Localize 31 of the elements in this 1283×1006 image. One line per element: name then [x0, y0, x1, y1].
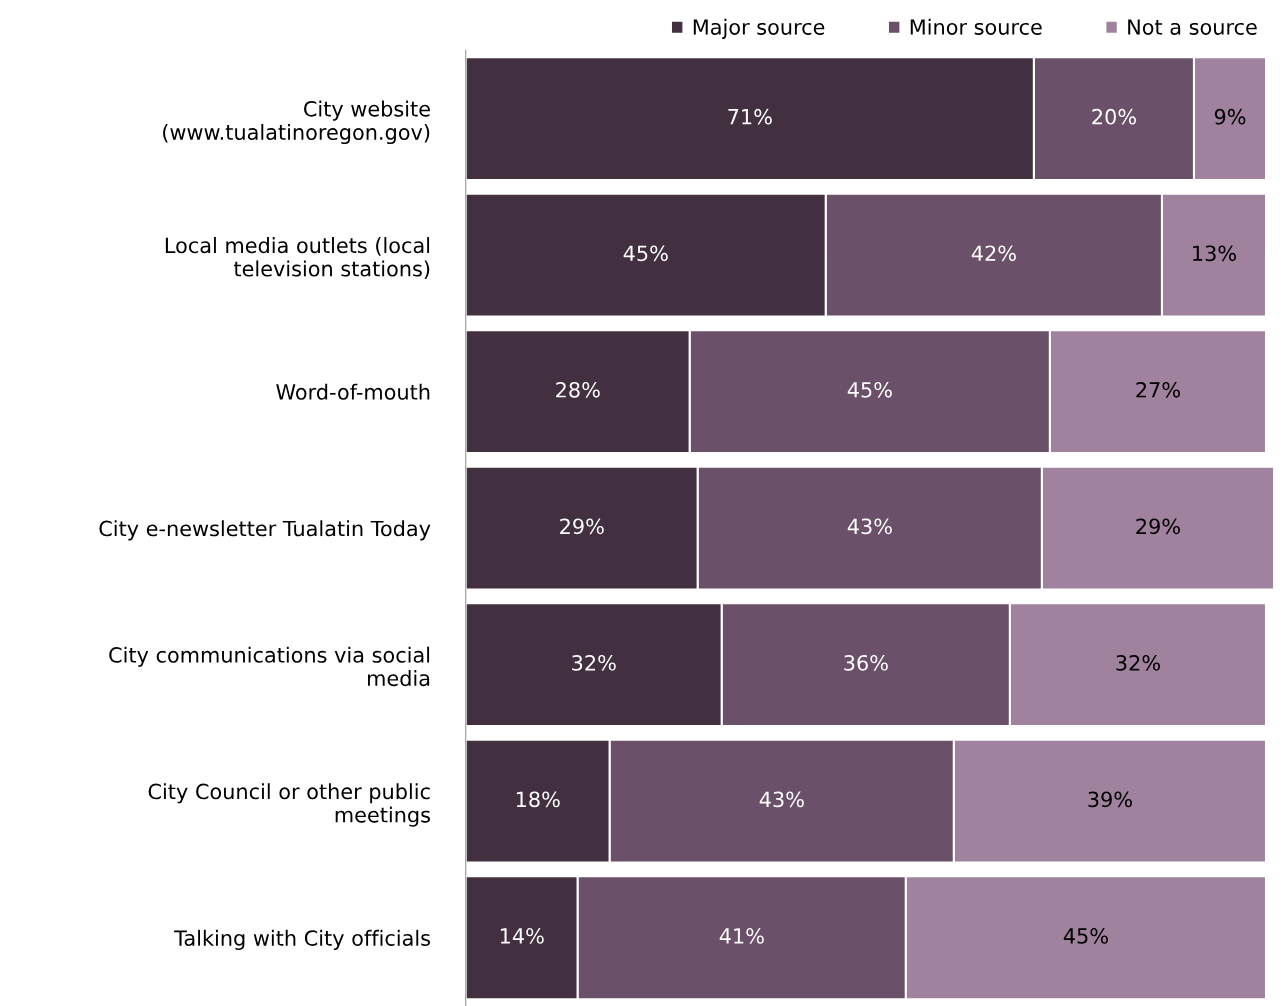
data-label: 45%: [623, 245, 668, 262]
legend-label: Not a source: [1128, 19, 1257, 35]
data-label: 29%: [560, 518, 604, 535]
data-label: 27%: [1136, 381, 1180, 398]
y-tick-label: Local media outlets (local television stations): [165, 237, 430, 279]
legend-label: Minor source: [910, 18, 1042, 35]
data-label: 43%: [847, 518, 892, 535]
data-label: 42%: [971, 245, 1016, 262]
data-label: 71%: [728, 108, 772, 125]
data-label: 32%: [1116, 654, 1160, 671]
data-label: 9%: [1214, 108, 1246, 125]
data-label: 29%: [1136, 518, 1180, 535]
data-label: 43%: [759, 791, 804, 808]
y-tick-label: Talking with City officials: [174, 929, 430, 950]
legend-label: Major source: [693, 18, 825, 39]
data-label: 32%: [572, 654, 616, 671]
data-label: 36%: [844, 654, 888, 671]
data-label: 18%: [516, 791, 560, 808]
y-tick-label: City e-newsletter Tualatin Today: [99, 520, 431, 541]
y-tick-label: City communications via social media: [109, 646, 430, 687]
y-tick-label: City website (www.tualatinoregon.gov): [163, 100, 430, 145]
data-label: 45%: [1063, 928, 1108, 944]
data-label: 45%: [847, 381, 892, 398]
y-tick-label: Word-of-mouth: [276, 383, 430, 400]
y-tick-label: City Council or other public meetings: [148, 783, 430, 827]
data-label: 13%: [1193, 245, 1236, 262]
data-label: 41%: [719, 928, 764, 944]
data-label: 20%: [1092, 108, 1136, 125]
data-label: 28%: [556, 381, 600, 398]
data-label: 39%: [1088, 791, 1132, 808]
data-label: 14%: [500, 928, 544, 944]
